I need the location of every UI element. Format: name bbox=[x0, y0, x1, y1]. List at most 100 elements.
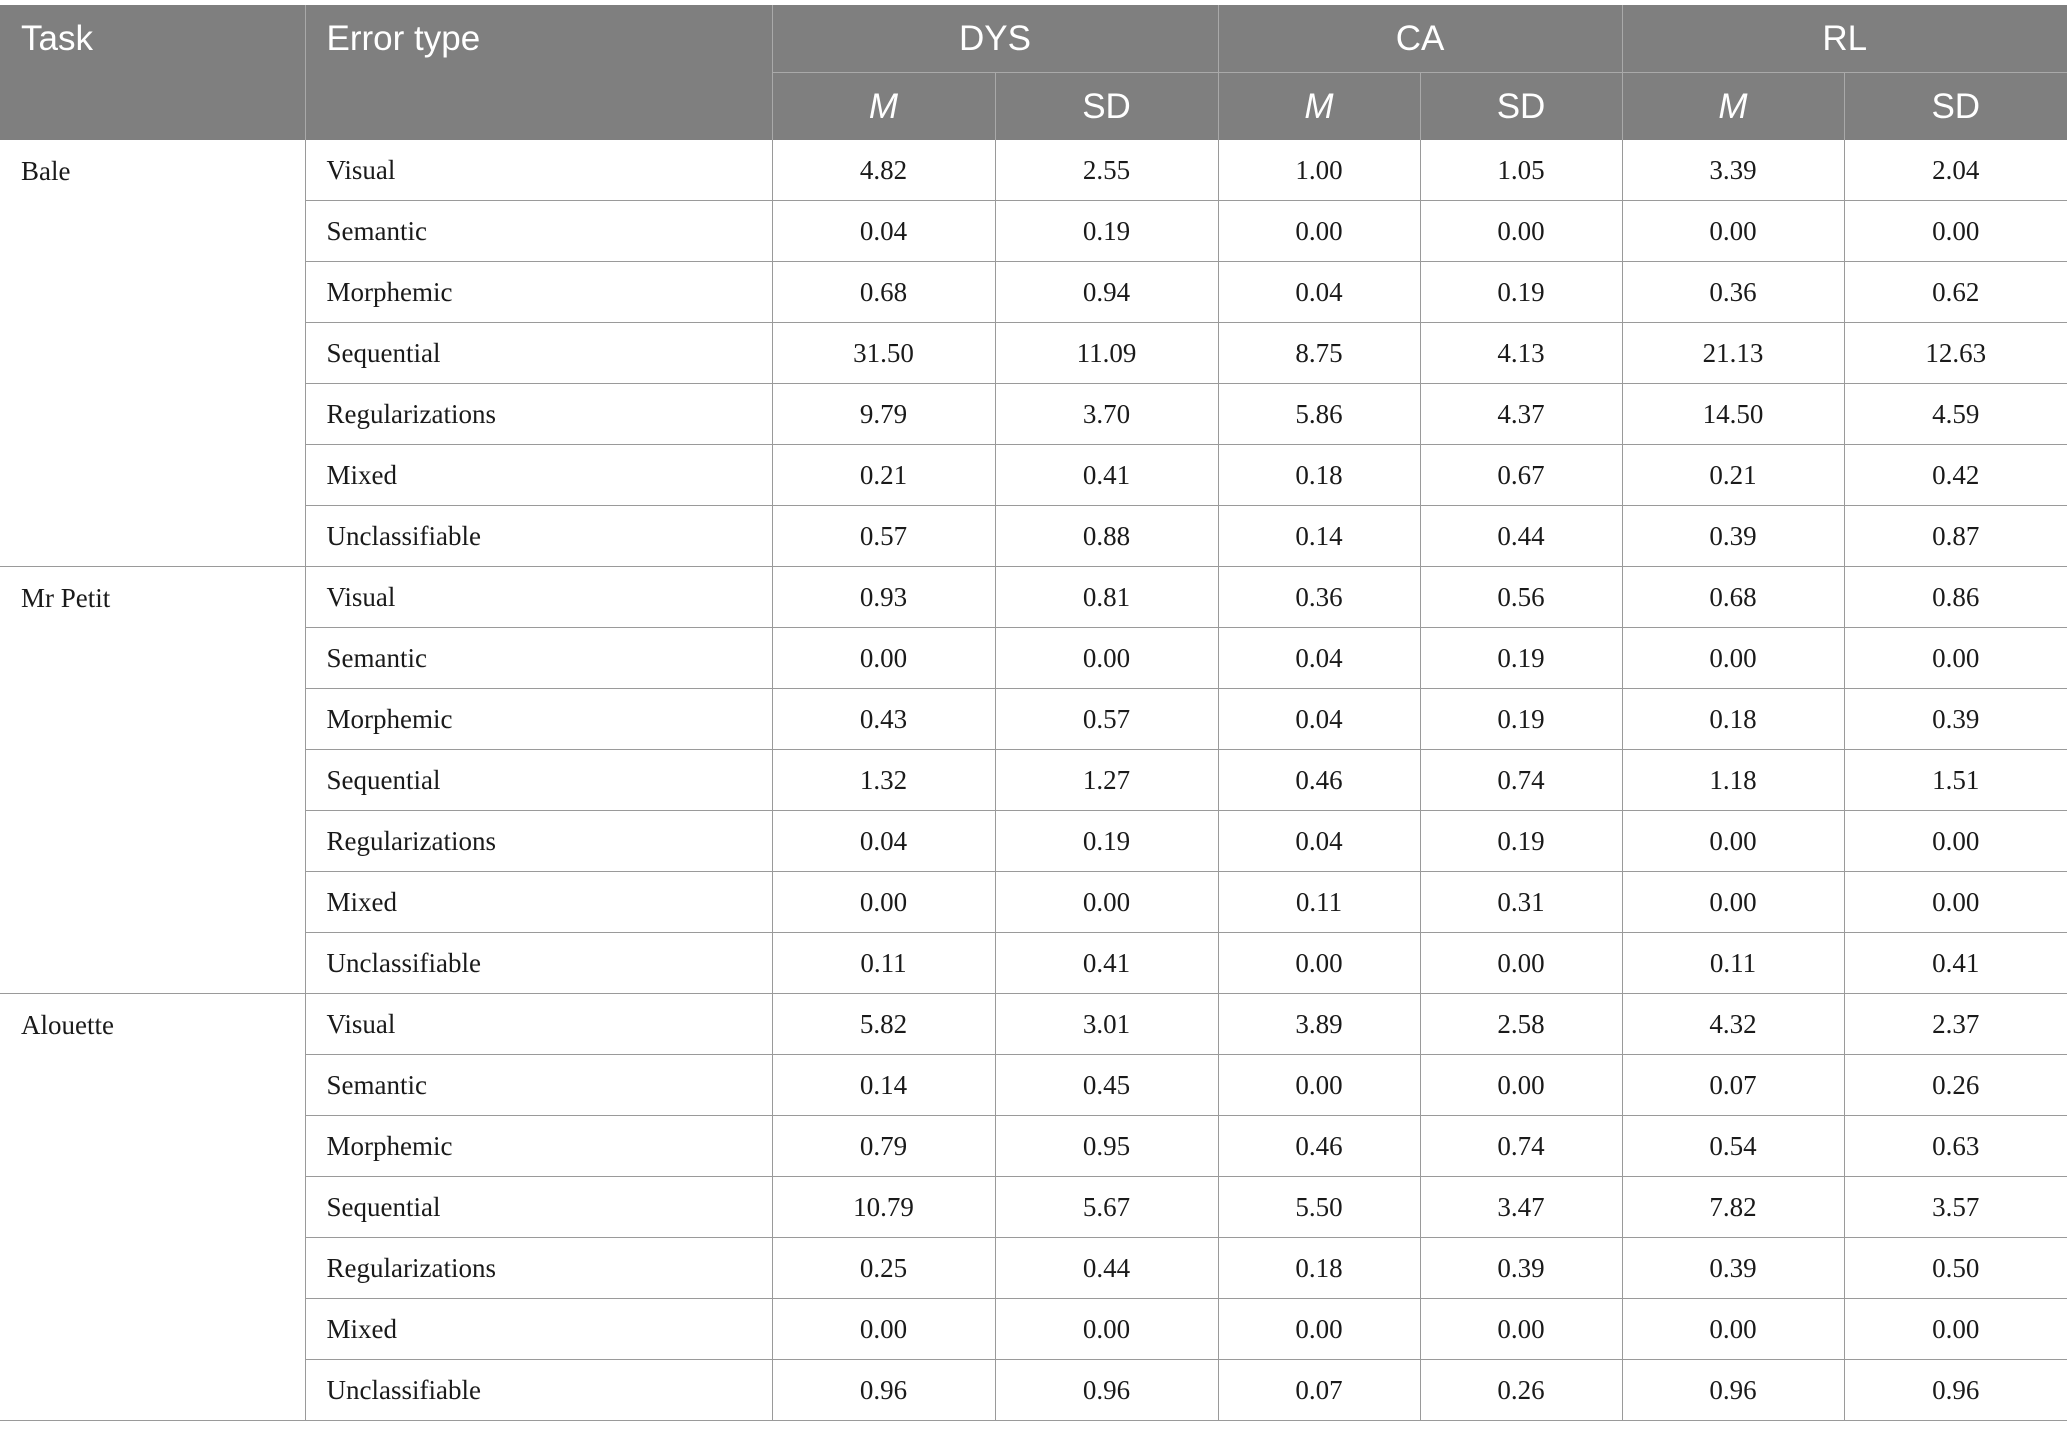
value-cell: 0.18 bbox=[1217, 444, 1420, 506]
header-dys-sd: SD bbox=[994, 72, 1218, 140]
value-cell: 0.21 bbox=[1621, 444, 1844, 506]
value-cell: 0.36 bbox=[1217, 566, 1420, 628]
value-cell: 0.11 bbox=[1217, 871, 1420, 933]
error-type-cell: Unclassifiable bbox=[304, 932, 772, 994]
table-row: Unclassifiable 0.96 0.96 0.07 0.26 0.96 0.96 bbox=[0, 1359, 2067, 1421]
value-cell: 0.46 bbox=[1217, 1115, 1420, 1177]
value-cell: 0.26 bbox=[1419, 1359, 1622, 1421]
value-cell: 0.94 bbox=[994, 261, 1218, 323]
value-cell: 0.41 bbox=[994, 444, 1218, 506]
value-cell: 10.79 bbox=[771, 1176, 995, 1238]
value-cell: 1.05 bbox=[1419, 140, 1622, 201]
value-cell: 0.00 bbox=[1843, 810, 2067, 872]
value-cell: 0.79 bbox=[771, 1115, 995, 1177]
value-cell: 12.63 bbox=[1843, 322, 2067, 384]
table-row: Semantic 0.04 0.19 0.00 0.00 0.00 0.00 bbox=[0, 200, 2067, 262]
table-row: Unclassifiable 0.57 0.88 0.14 0.44 0.39 0.87 bbox=[0, 505, 2067, 567]
value-cell: 0.04 bbox=[771, 810, 995, 872]
error-type-cell: Unclassifiable bbox=[304, 505, 772, 567]
value-cell: 0.00 bbox=[994, 1298, 1218, 1360]
value-cell: 4.37 bbox=[1419, 383, 1622, 445]
error-type-cell: Visual bbox=[304, 566, 772, 628]
value-cell: 0.74 bbox=[1419, 1115, 1622, 1177]
table-row: Sequential 1.32 1.27 0.46 0.74 1.18 1.51 bbox=[0, 749, 2067, 811]
error-type-cell: Sequential bbox=[304, 322, 772, 384]
header-dys-m: M bbox=[771, 72, 995, 140]
value-cell: 0.19 bbox=[994, 200, 1218, 262]
value-cell: 0.00 bbox=[771, 1298, 995, 1360]
value-cell: 0.04 bbox=[1217, 810, 1420, 872]
value-cell: 4.32 bbox=[1621, 993, 1844, 1055]
value-cell: 3.39 bbox=[1621, 140, 1844, 201]
value-cell: 3.01 bbox=[994, 993, 1218, 1055]
value-cell: 0.87 bbox=[1843, 505, 2067, 567]
table-row: Mr Petit Visual 0.93 0.81 0.36 0.56 0.68 0.86 bbox=[0, 566, 2067, 994]
error-type-cell: Semantic bbox=[304, 200, 772, 262]
header-group-dys: DYS bbox=[771, 5, 1218, 73]
value-cell: 0.14 bbox=[1217, 505, 1420, 567]
value-cell: 0.63 bbox=[1843, 1115, 2067, 1177]
table-row: Regularizations 0.25 0.44 0.18 0.39 0.39 0.50 bbox=[0, 1237, 2067, 1299]
value-cell: 0.19 bbox=[1419, 261, 1622, 323]
value-cell: 0.21 bbox=[771, 444, 995, 506]
value-cell: 14.50 bbox=[1621, 383, 1844, 445]
value-cell: 0.31 bbox=[1419, 871, 1622, 933]
table-row: Mixed 0.00 0.00 0.11 0.31 0.00 0.00 bbox=[0, 871, 2067, 933]
value-cell: 0.18 bbox=[1621, 688, 1844, 750]
value-cell: 0.96 bbox=[994, 1359, 1218, 1421]
value-cell: 4.13 bbox=[1419, 322, 1622, 384]
value-cell: 4.82 bbox=[771, 140, 995, 201]
value-cell: 0.25 bbox=[771, 1237, 995, 1299]
header-group-rl: RL bbox=[1621, 5, 2067, 73]
table-row: Unclassifiable 0.11 0.41 0.00 0.00 0.11 0.41 bbox=[0, 932, 2067, 994]
table-row: Semantic 0.14 0.45 0.00 0.00 0.07 0.26 bbox=[0, 1054, 2067, 1116]
header-rl-sd: SD bbox=[1843, 72, 2067, 140]
value-cell: 8.75 bbox=[1217, 322, 1420, 384]
value-cell: 0.95 bbox=[994, 1115, 1218, 1177]
value-cell: 0.04 bbox=[1217, 688, 1420, 750]
value-cell: 0.46 bbox=[1217, 749, 1420, 811]
table-row: Morphemic 0.43 0.57 0.04 0.19 0.18 0.39 bbox=[0, 688, 2067, 750]
value-cell: 0.00 bbox=[994, 871, 1218, 933]
header-ca-m: M bbox=[1217, 72, 1420, 140]
error-table: Task Error type DYS CA RL M SD M SD M SD… bbox=[0, 5, 2067, 1421]
value-cell: 0.00 bbox=[1843, 200, 2067, 262]
error-type-cell: Regularizations bbox=[304, 383, 772, 445]
value-cell: 3.89 bbox=[1217, 993, 1420, 1055]
value-cell: 0.00 bbox=[1217, 1054, 1420, 1116]
value-cell: 0.39 bbox=[1621, 505, 1844, 567]
value-cell: 0.96 bbox=[1621, 1359, 1844, 1421]
error-type-cell: Morphemic bbox=[304, 688, 772, 750]
table-row: Sequential 10.79 5.67 5.50 3.47 7.82 3.57 bbox=[0, 1176, 2067, 1238]
value-cell: 5.86 bbox=[1217, 383, 1420, 445]
error-type-cell: Sequential bbox=[304, 1176, 772, 1238]
value-cell: 2.55 bbox=[994, 140, 1218, 201]
value-cell: 0.04 bbox=[1217, 627, 1420, 689]
error-type-cell: Semantic bbox=[304, 627, 772, 689]
task-name-cell: Bale bbox=[0, 140, 305, 567]
table-row: Alouette Visual 5.82 3.01 3.89 2.58 4.32 2.37 bbox=[0, 993, 2067, 1421]
value-cell: 0.96 bbox=[771, 1359, 995, 1421]
value-cell: 5.82 bbox=[771, 993, 995, 1055]
value-cell: 0.68 bbox=[1621, 566, 1844, 628]
value-cell: 0.39 bbox=[1843, 688, 2067, 750]
value-cell: 0.93 bbox=[771, 566, 995, 628]
value-cell: 0.00 bbox=[1843, 1298, 2067, 1360]
value-cell: 0.00 bbox=[1621, 200, 1844, 262]
value-cell: 0.39 bbox=[1419, 1237, 1622, 1299]
value-cell: 0.57 bbox=[994, 688, 1218, 750]
value-cell: 0.00 bbox=[1419, 1298, 1622, 1360]
value-cell: 0.00 bbox=[1621, 1298, 1844, 1360]
value-cell: 0.56 bbox=[1419, 566, 1622, 628]
value-cell: 0.07 bbox=[1217, 1359, 1420, 1421]
value-cell: 31.50 bbox=[771, 322, 995, 384]
error-type-cell: Visual bbox=[304, 993, 772, 1055]
table-header: Task Error type DYS CA RL M SD M SD M SD bbox=[0, 5, 2067, 140]
value-cell: 0.04 bbox=[771, 200, 995, 262]
error-type-cell: Regularizations bbox=[304, 1237, 772, 1299]
value-cell: 0.43 bbox=[771, 688, 995, 750]
value-cell: 0.11 bbox=[1621, 932, 1844, 994]
table-row: Morphemic 0.68 0.94 0.04 0.19 0.36 0.62 bbox=[0, 261, 2067, 323]
value-cell: 0.00 bbox=[1217, 200, 1420, 262]
value-cell: 1.32 bbox=[771, 749, 995, 811]
